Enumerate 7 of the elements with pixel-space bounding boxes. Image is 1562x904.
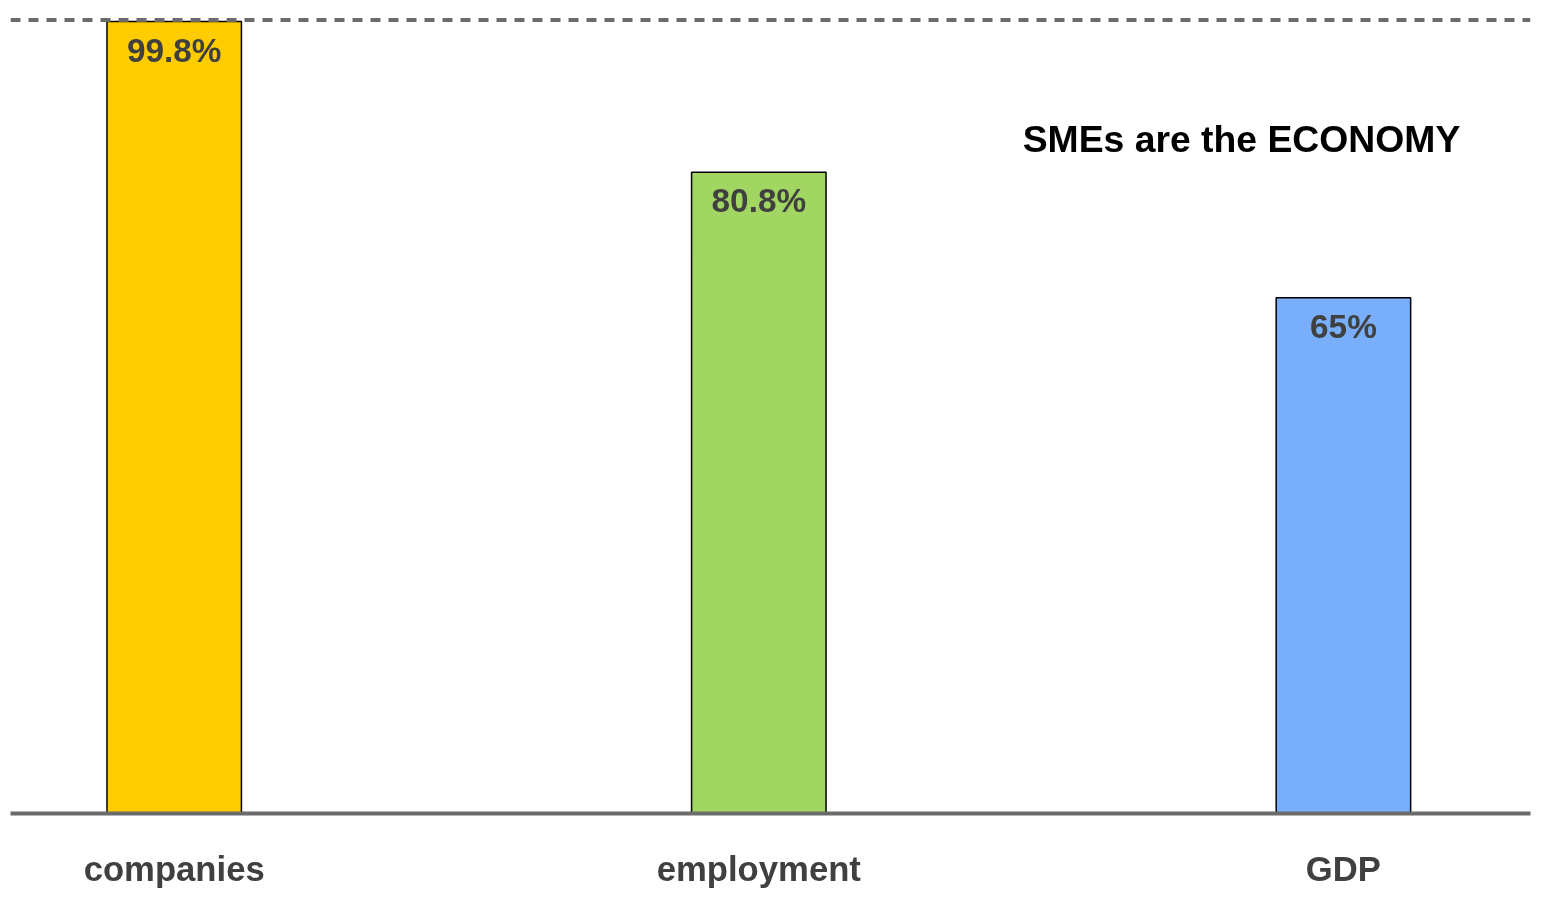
- data-label: 80.8%: [711, 182, 807, 220]
- x-tick-label: GDP: [1305, 849, 1381, 888]
- text: SMEs are the ECONOMY: [1022, 118, 1461, 161]
- data-label: 99.8%: [126, 31, 222, 69]
- x-tick-label: employment: [656, 849, 862, 888]
- x-tick-label: companies: [83, 849, 265, 888]
- data-label: 65%: [1310, 307, 1377, 345]
